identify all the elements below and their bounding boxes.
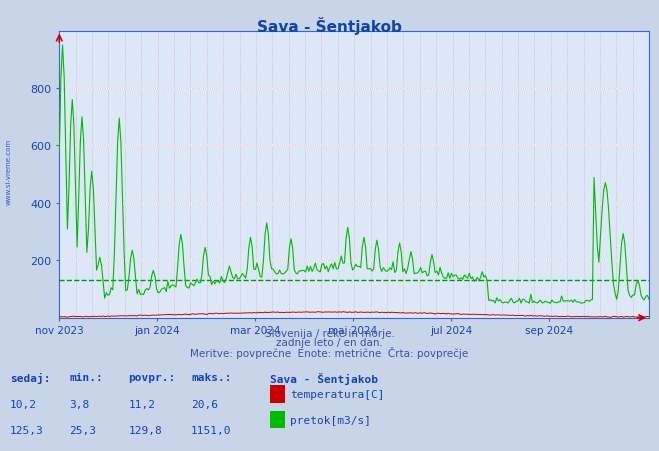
Text: pretok[m3/s]: pretok[m3/s] (290, 415, 371, 425)
Text: povpr.:: povpr.: (129, 372, 176, 382)
Text: Meritve: povprečne  Enote: metrične  Črta: povprečje: Meritve: povprečne Enote: metrične Črta:… (190, 346, 469, 359)
Text: 10,2: 10,2 (10, 399, 37, 409)
Text: Sava - Šentjakob: Sava - Šentjakob (257, 17, 402, 35)
Text: 125,3: 125,3 (10, 425, 43, 435)
Text: Sava - Šentjakob: Sava - Šentjakob (270, 372, 378, 384)
Text: 11,2: 11,2 (129, 399, 156, 409)
Text: zadnje leto / en dan.: zadnje leto / en dan. (276, 337, 383, 347)
Text: min.:: min.: (69, 372, 103, 382)
Text: www.si-vreme.com: www.si-vreme.com (5, 138, 12, 204)
Text: temperatura[C]: temperatura[C] (290, 390, 384, 400)
Text: Slovenija / reke in morje.: Slovenija / reke in morje. (264, 328, 395, 338)
Text: 20,6: 20,6 (191, 399, 218, 409)
Text: maks.:: maks.: (191, 372, 231, 382)
Text: 25,3: 25,3 (69, 425, 96, 435)
Text: 129,8: 129,8 (129, 425, 162, 435)
Text: 1151,0: 1151,0 (191, 425, 231, 435)
Text: sedaj:: sedaj: (10, 372, 50, 383)
Text: 3,8: 3,8 (69, 399, 90, 409)
